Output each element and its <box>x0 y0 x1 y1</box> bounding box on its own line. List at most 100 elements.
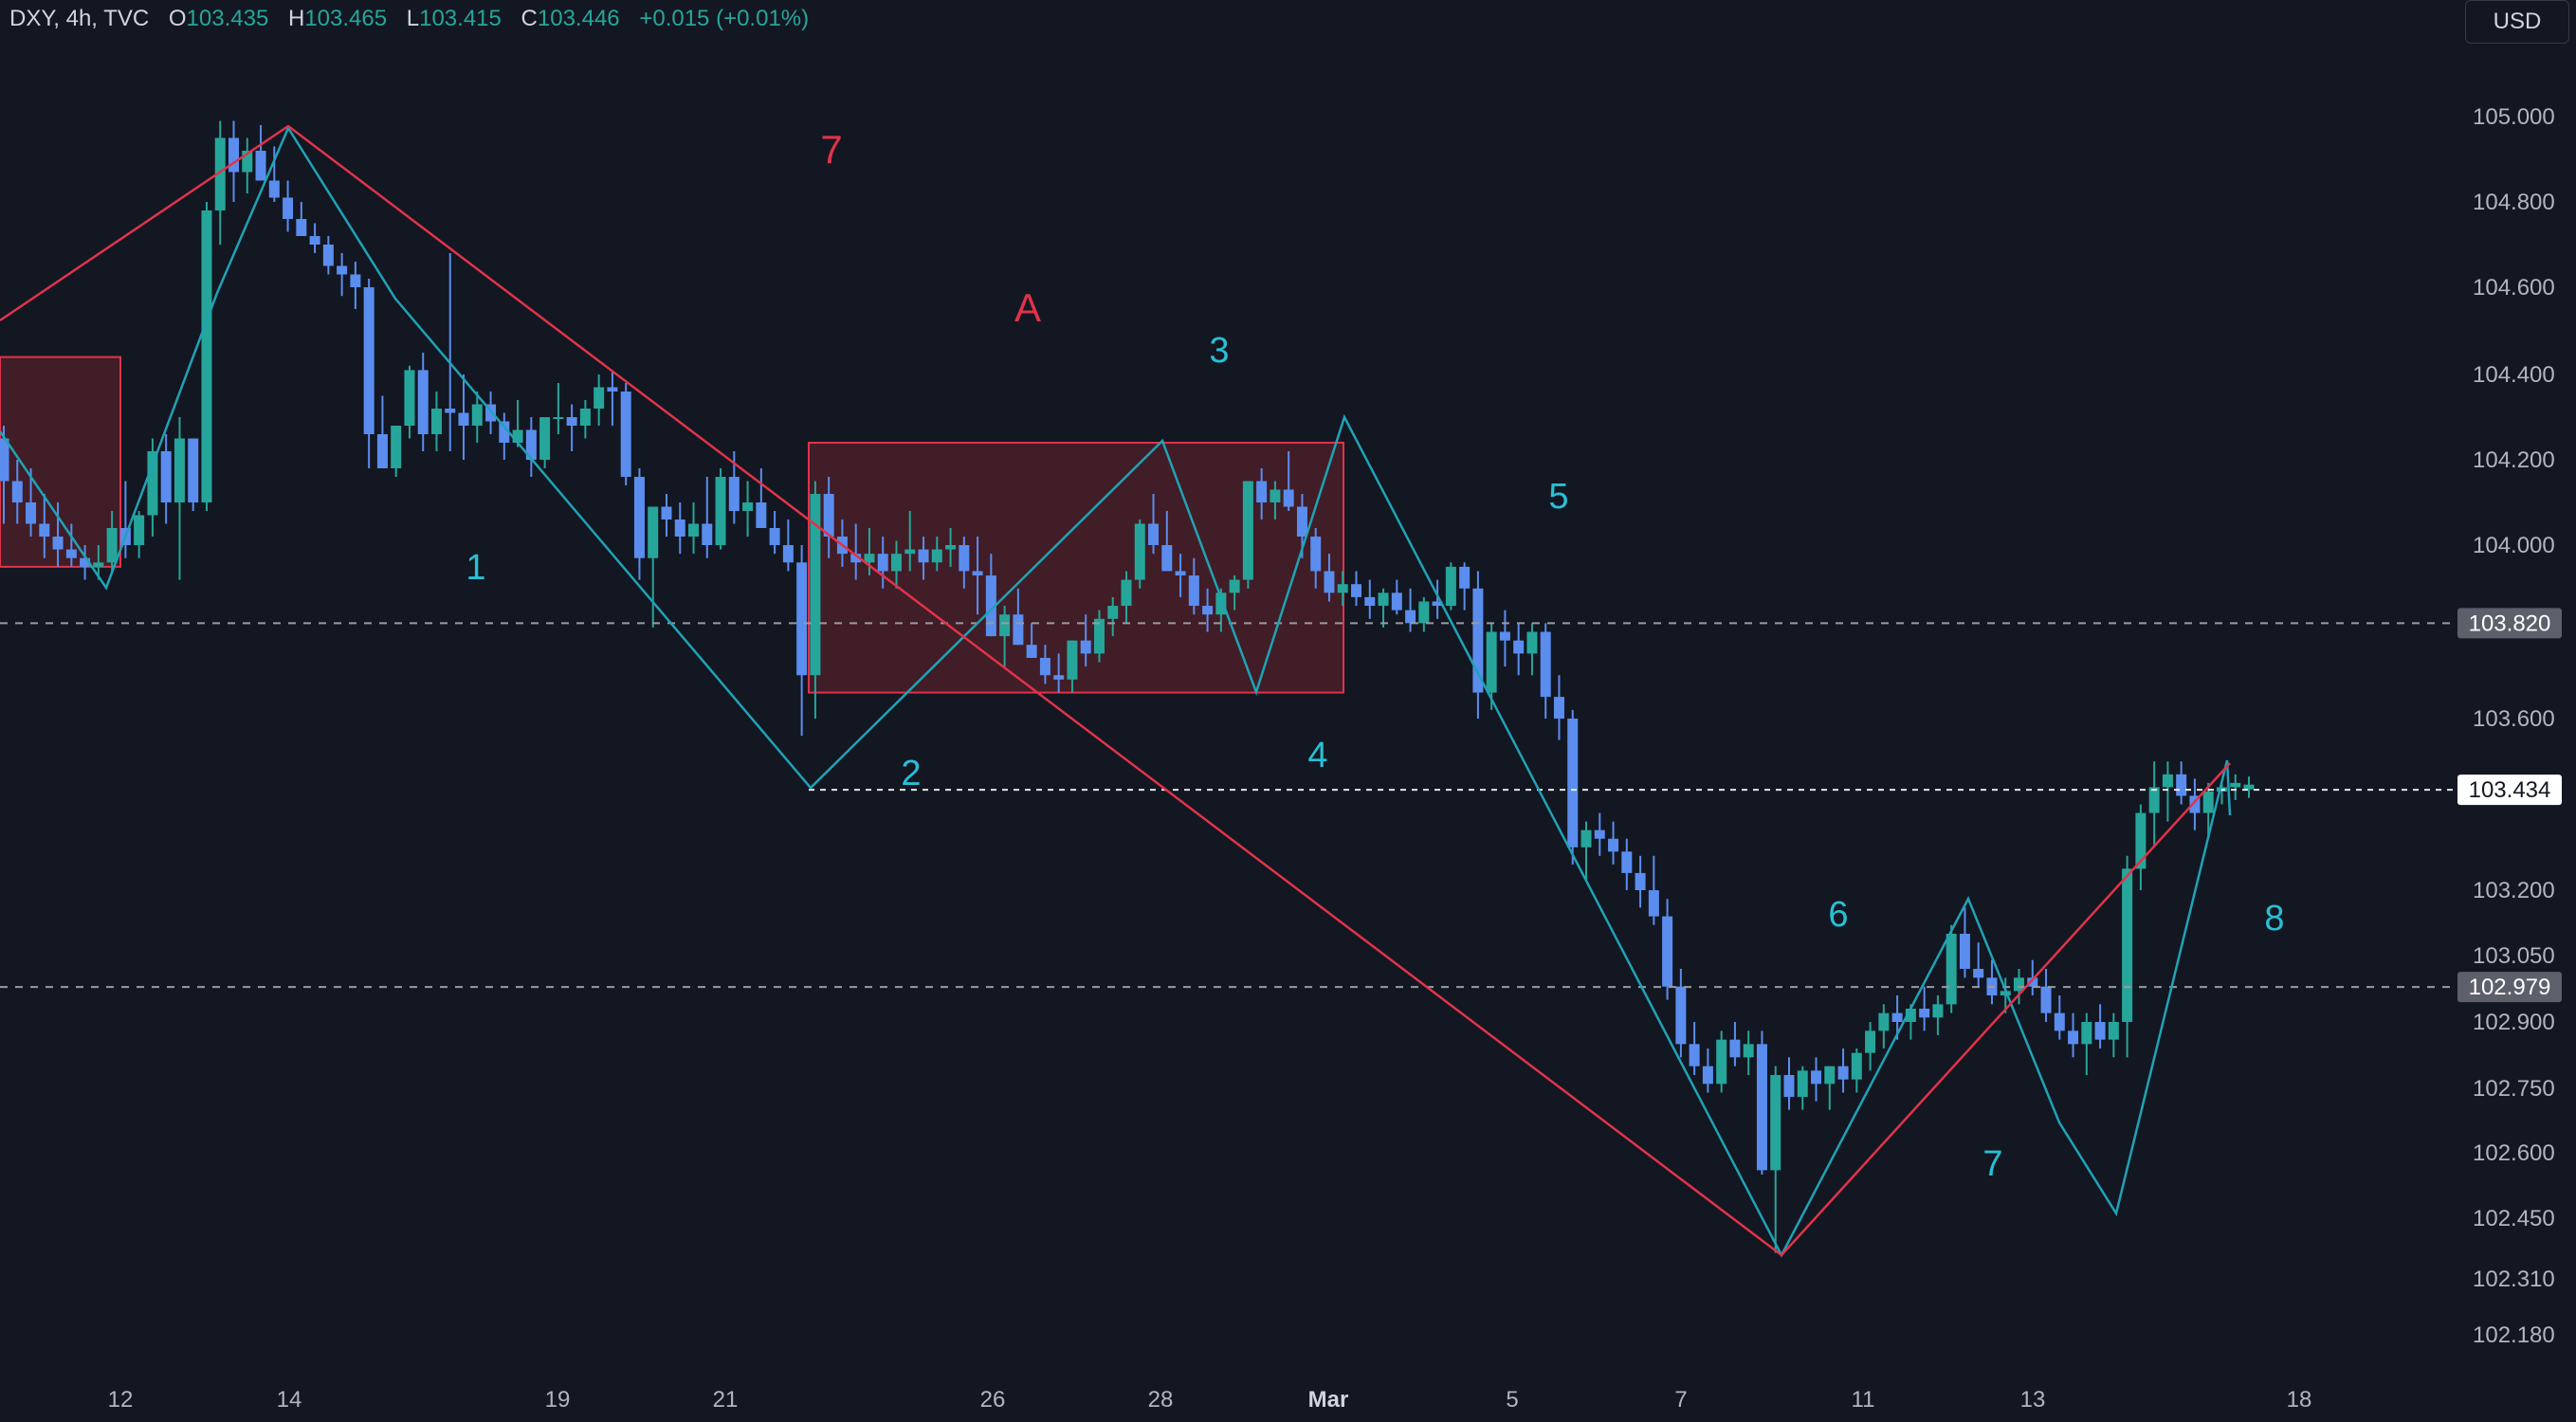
candle-body <box>471 404 483 426</box>
candle-body <box>1756 1044 1767 1171</box>
candle-body <box>174 438 185 502</box>
wave-label: 5 <box>1548 477 1568 517</box>
candle-body <box>2068 1030 2079 1045</box>
candle-body <box>579 409 591 426</box>
candle-body <box>1878 1012 1890 1031</box>
candle-body <box>1418 601 1430 624</box>
candle <box>1648 855 1659 925</box>
candle-body <box>391 426 402 468</box>
candle-body <box>1621 851 1633 873</box>
candle <box>1188 557 1199 615</box>
candle-body <box>1175 571 1186 576</box>
candle <box>850 523 862 580</box>
candle-body <box>322 245 334 266</box>
candle-body <box>283 197 294 219</box>
candle-body <box>1310 537 1322 572</box>
candle <box>566 404 577 451</box>
candle <box>417 353 429 451</box>
candle-body <box>674 520 685 537</box>
candle <box>579 400 591 439</box>
candle-body <box>877 554 888 572</box>
candle-body <box>1391 592 1402 611</box>
x-tick-label: 26 <box>980 1387 1006 1413</box>
candle <box>188 438 199 511</box>
candle-body <box>2135 812 2147 869</box>
candle <box>80 545 91 580</box>
candle-body <box>1540 631 1551 698</box>
candle <box>363 279 375 468</box>
candle-body <box>2230 782 2241 788</box>
candle-body <box>337 265 348 275</box>
y-tick-label: 104.600 <box>2473 275 2555 301</box>
candle <box>1229 575 1240 611</box>
candle-body <box>890 554 902 572</box>
candle <box>823 477 834 558</box>
candle <box>1689 1022 1700 1075</box>
candle-body <box>188 438 199 502</box>
candle-body <box>1973 969 1984 978</box>
candle-body <box>1121 579 1132 607</box>
wave-label: 3 <box>1209 331 1229 371</box>
candle <box>688 502 700 555</box>
candle-body <box>1635 872 1646 890</box>
candle-body <box>2162 774 2173 788</box>
candle <box>1865 1022 1876 1071</box>
y-tick-label: 103.600 <box>2473 706 2555 732</box>
candle <box>1540 623 1551 719</box>
candle-body <box>1553 697 1564 719</box>
candle <box>539 417 551 468</box>
candle-body <box>2122 868 2133 1022</box>
candle <box>972 537 983 615</box>
candle-body <box>1067 640 1078 680</box>
candle-body <box>959 545 970 572</box>
wave-labels-layer: 1 2 3 4 5 6 7 8 7 A <box>466 127 2284 1184</box>
candle <box>999 606 1011 667</box>
candle-body <box>850 554 862 563</box>
candle-body <box>1405 610 1416 624</box>
candle-body <box>1851 1052 1862 1080</box>
candle-body <box>2054 1012 2065 1031</box>
candle-body <box>26 502 37 524</box>
candle <box>2054 995 2065 1040</box>
candle-body <box>1270 489 1281 502</box>
candle <box>864 528 875 576</box>
candle <box>1039 645 1050 684</box>
candle-body <box>661 506 672 520</box>
candle-body <box>512 429 523 443</box>
candle <box>2108 1012 2119 1058</box>
candle-body <box>796 562 808 676</box>
open-value: 103.435 <box>186 6 269 31</box>
candle <box>1337 571 1348 607</box>
high-value: 103.465 <box>304 6 388 31</box>
y-tick-label: 103.200 <box>2473 878 2555 903</box>
candle <box>1851 1048 1862 1093</box>
candle-body <box>607 387 618 392</box>
candle <box>1405 588 1416 632</box>
candle <box>1756 1030 1767 1175</box>
candle <box>1324 554 1335 602</box>
candle <box>1459 562 1471 611</box>
candle-body <box>2081 1022 2092 1045</box>
axis-layer: 105.000 104.800 104.600 104.400 104.200 104.0… <box>108 104 2562 1413</box>
drawing-lines-layer <box>0 124 2460 1258</box>
candle <box>1729 1022 1741 1066</box>
candle-body <box>715 477 726 545</box>
change-value: +0.015 (+0.01%) <box>639 6 810 31</box>
currency-button[interactable]: USD <box>2465 0 2569 44</box>
candle-body <box>1486 631 1497 693</box>
candle <box>810 481 821 719</box>
y-tick-label: 104.000 <box>2473 533 2555 558</box>
candle <box>1716 1030 1727 1093</box>
candle-body <box>2027 977 2038 987</box>
candle-body <box>620 392 631 477</box>
candle <box>918 537 929 580</box>
candle-body <box>742 502 754 511</box>
candle <box>1486 623 1497 710</box>
candle-body <box>268 180 280 198</box>
candle-body <box>985 575 996 637</box>
candle <box>1770 1066 1781 1253</box>
candle <box>1310 528 1322 589</box>
candle-body <box>160 451 172 502</box>
